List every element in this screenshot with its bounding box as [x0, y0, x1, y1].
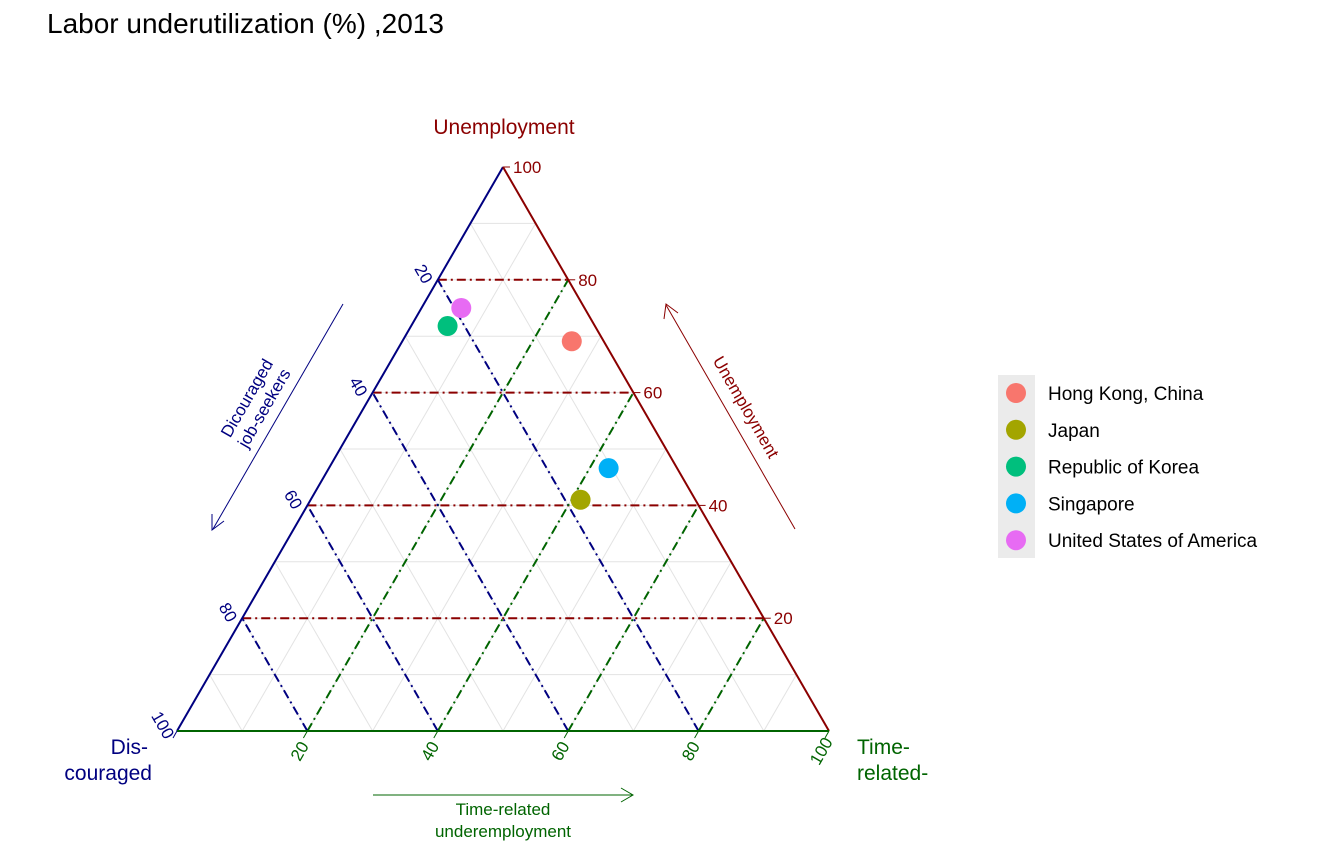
discouraged-tick-label-group: 20	[410, 261, 436, 287]
chart-title: Labor underutilization (%) ,2013	[47, 8, 444, 39]
right-edge	[502, 166, 830, 732]
minor-grid-line	[502, 448, 667, 732]
discouraged-tick	[302, 505, 308, 513]
data-point	[561, 331, 582, 352]
minor-grid-line	[241, 223, 537, 732]
minor-grid-line	[372, 335, 602, 732]
major-grid	[241, 278, 765, 732]
axis-names: Unemployment Dis- couraged Time- related…	[64, 116, 928, 785]
legend-marker	[1006, 493, 1026, 514]
left-axis-name-line1: Dis-	[111, 736, 148, 759]
bottom-arrow-label-line2: underemployment	[435, 822, 571, 841]
left-edge	[176, 166, 504, 732]
time-related-tick-label: 80	[678, 738, 704, 764]
discouraged-tick	[237, 617, 243, 626]
discouraged-tick-label-group: 80	[215, 600, 241, 626]
unemployment-tick-label: 80	[578, 271, 597, 290]
time-related-grid-line	[567, 504, 700, 732]
time-related-tick-label: 40	[417, 738, 443, 764]
minor-grid-line	[339, 448, 504, 732]
discouraged-tick-label: 80	[215, 600, 241, 626]
time-related-tick-label: 100	[806, 734, 837, 768]
right-axis-name-line2: related-	[857, 762, 928, 785]
discouraged-grid-line	[306, 504, 439, 732]
data-point	[570, 489, 591, 510]
time-related-grid-line	[697, 617, 765, 732]
legend-marker	[1006, 383, 1026, 403]
discouraged-tick	[368, 392, 374, 400]
discouraged-tick-label: 40	[345, 374, 371, 400]
minor-grid-line	[632, 561, 732, 732]
time-related-tick-label: 60	[548, 738, 574, 764]
time-related-tick	[563, 730, 569, 739]
legend-label: Japan	[1048, 421, 1100, 442]
minor-grid	[209, 222, 797, 732]
unemployment-tick-label: 100	[513, 158, 541, 177]
right-axis-arrow	[665, 304, 796, 530]
time-related-tick-label-group: 20	[287, 738, 313, 764]
right-axis-arrowhead	[663, 303, 679, 320]
bottom-axis-arrowhead	[620, 787, 634, 803]
legend-marker	[1006, 530, 1026, 551]
bottom-arrow-label-line1: Time-related	[456, 800, 551, 819]
minor-grid-line	[209, 674, 243, 732]
minor-grid-line	[763, 674, 797, 732]
right-axis-name-line1: Time-	[857, 736, 910, 759]
discouraged-tick-label-group: 40	[345, 374, 371, 400]
discouraged-tick-label-group: 60	[280, 487, 306, 513]
discouraged-tick	[172, 730, 178, 739]
data-points	[437, 298, 619, 510]
data-point	[451, 298, 472, 318]
time-related-tick-label-group: 40	[417, 738, 443, 764]
minor-grid-line	[469, 223, 765, 732]
legend-label: Hong Kong, China	[1048, 384, 1204, 405]
time-related-tick-label-group: 80	[678, 738, 704, 764]
left-axis-arrowhead	[211, 514, 225, 531]
unemployment-tick-label: 60	[643, 384, 662, 403]
triangle-frame	[176, 166, 830, 732]
time-related-tick	[302, 730, 308, 739]
legend-label: Singapore	[1048, 494, 1135, 515]
discouraged-grid-line	[371, 392, 570, 732]
legend-label: Republic of Korea	[1048, 458, 1199, 479]
left-axis-name-line2: couraged	[64, 762, 152, 785]
time-related-tick-label-group: 100	[806, 734, 837, 768]
minor-grid-line	[274, 561, 374, 732]
legend-marker	[1006, 419, 1026, 440]
time-related-tick-label: 20	[287, 738, 313, 764]
time-related-tick-label-group: 60	[548, 738, 574, 764]
discouraged-tick	[433, 279, 439, 288]
discouraged-tick-label: 20	[410, 261, 436, 287]
unemployment-tick-label: 20	[774, 609, 793, 628]
legend-label: United States of America	[1048, 531, 1258, 552]
minor-grid-line	[404, 335, 634, 732]
legend-marker	[1006, 456, 1026, 477]
legend: Hong Kong, China Japan Republic of Korea Si…	[998, 375, 1258, 558]
time-related-tick	[694, 730, 700, 739]
discouraged-grid-line	[241, 617, 309, 732]
left-axis-arrow	[212, 303, 344, 530]
data-point	[437, 316, 458, 337]
time-related-grid-line	[436, 392, 635, 732]
data-point	[598, 458, 619, 479]
unemployment-tick-label: 40	[709, 496, 728, 515]
discouraged-tick-label: 60	[280, 487, 306, 513]
top-axis-name: Unemployment	[433, 116, 574, 139]
time-related-tick	[433, 730, 439, 739]
right-arrow-label: Unemployment	[709, 353, 783, 462]
time-related-tick	[824, 730, 830, 739]
